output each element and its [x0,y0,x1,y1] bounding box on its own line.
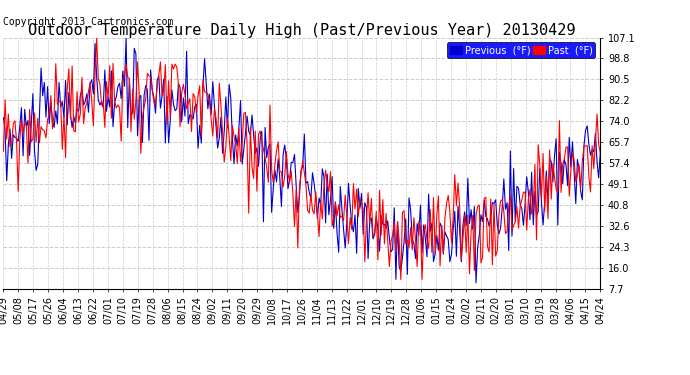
Text: Copyright 2013 Cartronics.com: Copyright 2013 Cartronics.com [3,18,174,27]
Title: Outdoor Temperature Daily High (Past/Previous Year) 20130429: Outdoor Temperature Daily High (Past/Pre… [28,22,575,38]
Legend: Previous  (°F), Past  (°F): Previous (°F), Past (°F) [447,42,595,58]
